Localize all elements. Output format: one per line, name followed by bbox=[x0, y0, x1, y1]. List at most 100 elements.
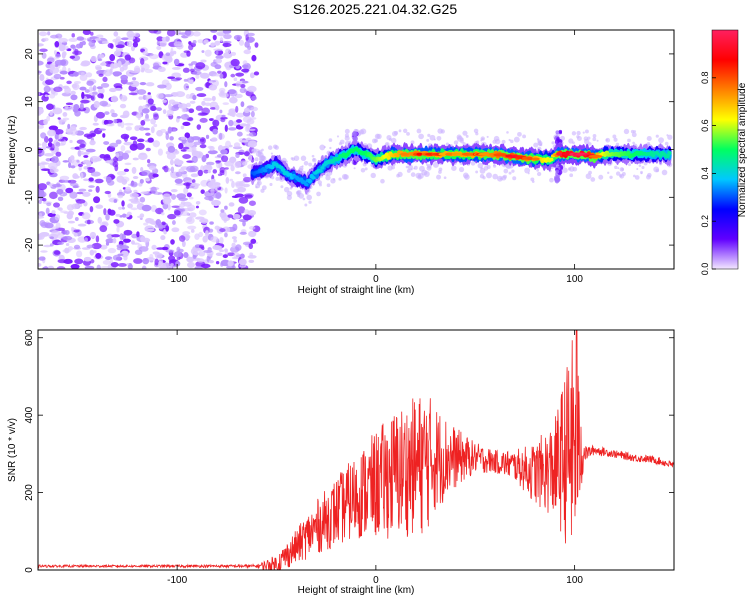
noise-speck bbox=[54, 133, 60, 140]
noise-speck bbox=[111, 234, 121, 238]
noise-speck bbox=[119, 94, 128, 102]
noise-speck bbox=[68, 156, 75, 164]
ridge-halo-speck bbox=[453, 140, 459, 145]
noise-speck bbox=[178, 197, 188, 201]
ridge-halo-speck bbox=[583, 136, 589, 141]
noise-speck bbox=[88, 177, 94, 182]
noise-speck bbox=[229, 96, 238, 104]
ridge-halo-speck bbox=[344, 128, 350, 134]
noise-speck bbox=[40, 250, 48, 253]
noise-speck bbox=[150, 126, 155, 134]
noise-speck bbox=[156, 40, 160, 46]
noise-speck bbox=[208, 84, 218, 91]
ridge-halo-speck bbox=[275, 176, 280, 181]
noise-speck bbox=[193, 182, 197, 186]
noise-speck bbox=[215, 191, 222, 200]
noise-speck bbox=[242, 214, 252, 221]
noise-speck bbox=[62, 112, 68, 117]
noise-speck bbox=[81, 147, 87, 151]
noise-speck bbox=[130, 207, 138, 211]
noise-speck bbox=[206, 161, 215, 166]
snr-frame bbox=[37, 329, 675, 571]
noise-speck bbox=[235, 81, 241, 88]
ridge-halo-speck bbox=[456, 134, 462, 140]
colorbar-label: Normalized spectral amplitude bbox=[737, 82, 748, 217]
noise-speck bbox=[222, 102, 229, 105]
noise-speck bbox=[188, 108, 195, 114]
noise-speck bbox=[145, 132, 151, 136]
noise-speck bbox=[195, 73, 200, 79]
noise-speck bbox=[159, 40, 167, 48]
noise-speck bbox=[227, 112, 233, 116]
noise-speck bbox=[121, 206, 125, 210]
noise-speck bbox=[176, 246, 181, 253]
noise-speck bbox=[88, 189, 93, 192]
noise-speck bbox=[97, 216, 103, 224]
noise-speck bbox=[247, 85, 257, 93]
noise-speck bbox=[167, 126, 172, 134]
ridge-halo-speck bbox=[328, 138, 333, 142]
noise-speck bbox=[78, 166, 82, 171]
ridge-halo-speck bbox=[339, 139, 345, 145]
noise-speck bbox=[113, 219, 120, 224]
ridge-hotspot bbox=[416, 152, 423, 156]
noise-speck bbox=[133, 189, 138, 194]
noise-speck bbox=[131, 233, 138, 239]
ridge-halo-speck bbox=[267, 145, 273, 150]
ridge-halo-speck bbox=[316, 191, 321, 197]
ridge-halo-speck bbox=[607, 171, 610, 174]
noise-speck bbox=[140, 63, 150, 71]
ridge-halo-speck bbox=[664, 141, 669, 146]
noise-speck bbox=[211, 137, 218, 142]
noise-speck bbox=[55, 141, 61, 148]
noise-speck bbox=[117, 122, 122, 127]
ridge-halo-speck bbox=[621, 172, 626, 176]
noise-speck bbox=[244, 194, 253, 199]
ridge-halo-speck bbox=[640, 170, 643, 174]
noise-speck bbox=[220, 149, 228, 155]
noise-speck bbox=[199, 117, 208, 123]
ridge-hotspot bbox=[445, 152, 454, 156]
noise-speck bbox=[65, 187, 74, 194]
noise-speck bbox=[103, 69, 113, 77]
noise-speck bbox=[229, 178, 234, 182]
ridge-halo-speck bbox=[311, 154, 315, 158]
noise-speck bbox=[222, 254, 228, 259]
noise-speck bbox=[81, 212, 91, 220]
ridge-halo-speck bbox=[426, 138, 430, 142]
noise-speck bbox=[51, 156, 59, 164]
ridge-halo-speck bbox=[613, 137, 618, 142]
noise-speck bbox=[183, 182, 193, 186]
noise-speck bbox=[55, 151, 62, 157]
noise-speck bbox=[235, 72, 245, 77]
ridge-halo-speck bbox=[251, 148, 257, 154]
noise-speck bbox=[181, 172, 188, 179]
noise-speck bbox=[188, 41, 192, 45]
noise-speck bbox=[170, 239, 175, 245]
noise-speck bbox=[241, 68, 250, 73]
noise-speck bbox=[177, 103, 188, 109]
noise-speck bbox=[72, 175, 80, 179]
ridge-halo-speck bbox=[502, 174, 507, 179]
noise-speck bbox=[230, 164, 235, 172]
ridge-halo-speck bbox=[609, 175, 613, 180]
ridge-halo-speck bbox=[269, 182, 273, 187]
noise-speck bbox=[40, 191, 47, 197]
noise-speck bbox=[188, 79, 194, 85]
noise-speck bbox=[253, 71, 260, 76]
noise-speck bbox=[58, 37, 69, 43]
noise-speck bbox=[93, 157, 102, 162]
noise-speck bbox=[224, 124, 228, 132]
noise-speck bbox=[167, 203, 171, 211]
noise-speck bbox=[171, 205, 181, 209]
noise-speck bbox=[247, 140, 258, 148]
noise-speck bbox=[66, 204, 75, 211]
noise-speck bbox=[145, 147, 151, 152]
noise-speck bbox=[123, 255, 128, 261]
noise-speck bbox=[47, 129, 57, 137]
noise-speck bbox=[73, 184, 80, 189]
noise-speck bbox=[203, 39, 209, 44]
noise-speck bbox=[223, 169, 228, 177]
ridge-halo-speck bbox=[517, 131, 522, 137]
noise-speck bbox=[59, 76, 65, 80]
